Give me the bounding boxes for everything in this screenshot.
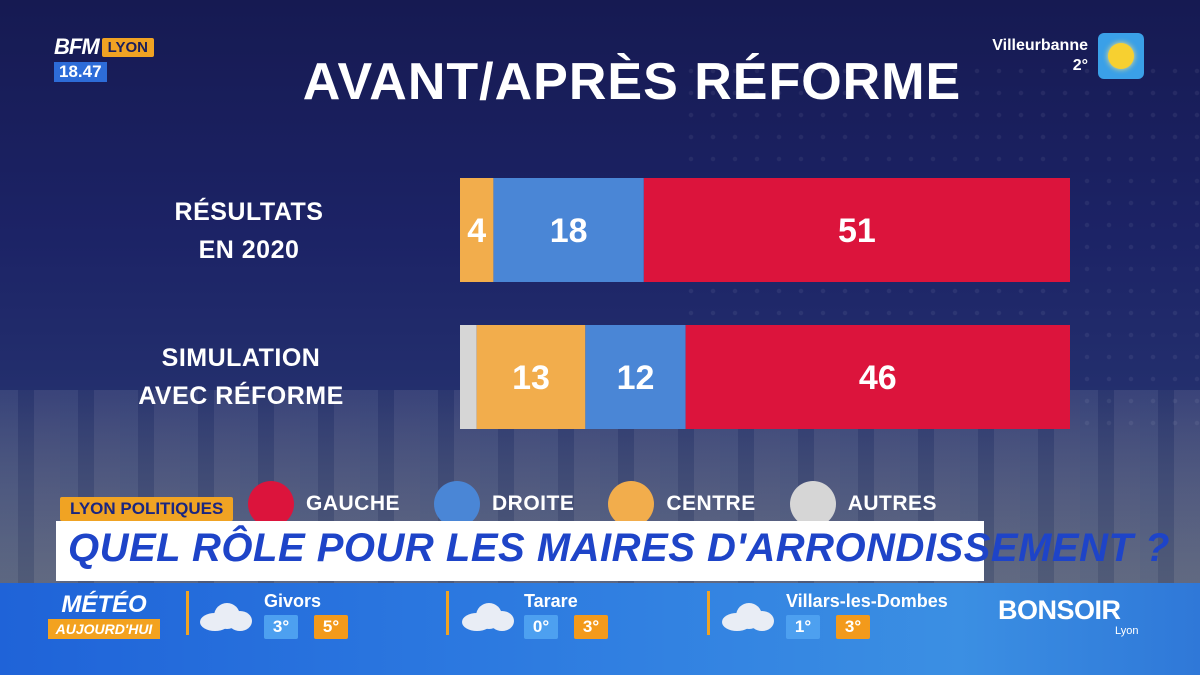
legend-label-centre: CENTRE bbox=[666, 492, 756, 515]
bar-gauche-row1 bbox=[643, 178, 1070, 282]
value-label-centre-row1: 4 bbox=[467, 212, 486, 250]
bar-droite-row2 bbox=[585, 325, 686, 429]
legend-swatch-autres bbox=[789, 481, 836, 527]
value-label-gauche-row1: 51 bbox=[838, 212, 876, 250]
forecast-min-2: 0° bbox=[524, 615, 558, 639]
forecast-max-1: 5° bbox=[314, 615, 348, 639]
value-label-droite-row2: 12 bbox=[617, 359, 655, 397]
program-logo: BONSOIR bbox=[998, 595, 1121, 625]
chart-title: AVANT/APRÈS RÉFORME bbox=[302, 53, 962, 111]
forecast-max-3: 3° bbox=[836, 615, 870, 639]
legend-item-autres: AUTRES bbox=[789, 481, 938, 527]
section-tag: LYON POLITIQUES bbox=[60, 497, 234, 521]
legend-item-droite: DROITE bbox=[434, 481, 574, 527]
headline-text: QUEL RÔLE POUR LES MAIRES D'ARRONDISSEME… bbox=[68, 526, 1170, 570]
forecast-city-3: Villars-les-Dombes bbox=[786, 591, 948, 611]
chart-legend: GAUCHE DROITE CENTRE AUTRES bbox=[248, 481, 971, 527]
row-label-2-line1: SIMULATION bbox=[161, 344, 321, 372]
clock: 18.47 bbox=[54, 62, 107, 82]
separator bbox=[446, 591, 449, 635]
legend-label-gauche: GAUCHE bbox=[306, 492, 401, 515]
bar-gauche-row2 bbox=[685, 325, 1070, 429]
meteo-title: MÉTÉO bbox=[61, 591, 147, 618]
row-label-1-line2: EN 2020 bbox=[198, 236, 300, 264]
weather-widget: Villeurbanne 2° bbox=[992, 33, 1144, 79]
value-label-gauche-row2: 46 bbox=[859, 359, 897, 397]
meteo-badge: MÉTÉO AUJOURD'HUI bbox=[48, 593, 160, 639]
sun-icon bbox=[1098, 33, 1144, 79]
logo-brand: BFM bbox=[54, 34, 100, 59]
cloud-icon bbox=[462, 601, 514, 631]
weather-city: Villeurbanne bbox=[992, 37, 1088, 54]
row-label-1-line1: RÉSULTATS bbox=[174, 198, 324, 226]
bar-centre-row1 bbox=[460, 178, 494, 282]
legend-label-droite: DROITE bbox=[492, 492, 575, 515]
legend-swatch-centre bbox=[608, 481, 655, 527]
weather-ticker: MÉTÉO AUJOURD'HUI Givors 3° 5° Tarare 0°… bbox=[0, 583, 1200, 675]
forecast-min-3: 1° bbox=[786, 615, 820, 639]
channel-logo: BFM LYON 18.47 bbox=[54, 34, 154, 82]
separator bbox=[186, 591, 189, 635]
legend-swatch-gauche bbox=[248, 481, 294, 527]
weather-temp: 2° bbox=[1072, 57, 1088, 74]
bar-droite-row1 bbox=[493, 178, 644, 282]
forecast-min-1: 3° bbox=[264, 615, 298, 639]
cloud-icon bbox=[722, 601, 774, 631]
logo-city: LYON bbox=[101, 37, 154, 57]
forecast-max-2: 3° bbox=[574, 615, 608, 639]
meteo-subtitle: AUJOURD'HUI bbox=[48, 619, 160, 639]
forecast-city-1: Givors bbox=[264, 591, 322, 611]
row-label-2-line2: AVEC RÉFORME bbox=[138, 382, 344, 410]
forecast-city-2: Tarare bbox=[524, 591, 578, 611]
row-label-1: RÉSULTATS EN 2020 bbox=[99, 193, 399, 269]
bar-centre-row2 bbox=[476, 325, 586, 429]
headline-banner: QUEL RÔLE POUR LES MAIRES D'ARRONDISSEME… bbox=[56, 521, 1169, 581]
value-label-centre-row2: 13 bbox=[512, 359, 550, 397]
bar-autres-row2 bbox=[460, 325, 477, 429]
cloud-icon bbox=[200, 601, 252, 631]
separator bbox=[707, 591, 710, 635]
legend-swatch-droite bbox=[434, 481, 481, 527]
legend-label-autres: AUTRES bbox=[847, 492, 938, 515]
program-subtitle: Lyon bbox=[1115, 625, 1139, 637]
value-label-droite-row1: 18 bbox=[550, 212, 588, 250]
legend-item-gauche: GAUCHE bbox=[248, 481, 400, 527]
legend-item-centre: CENTRE bbox=[608, 481, 755, 527]
row-label-2: SIMULATION AVEC RÉFORME bbox=[91, 339, 391, 415]
